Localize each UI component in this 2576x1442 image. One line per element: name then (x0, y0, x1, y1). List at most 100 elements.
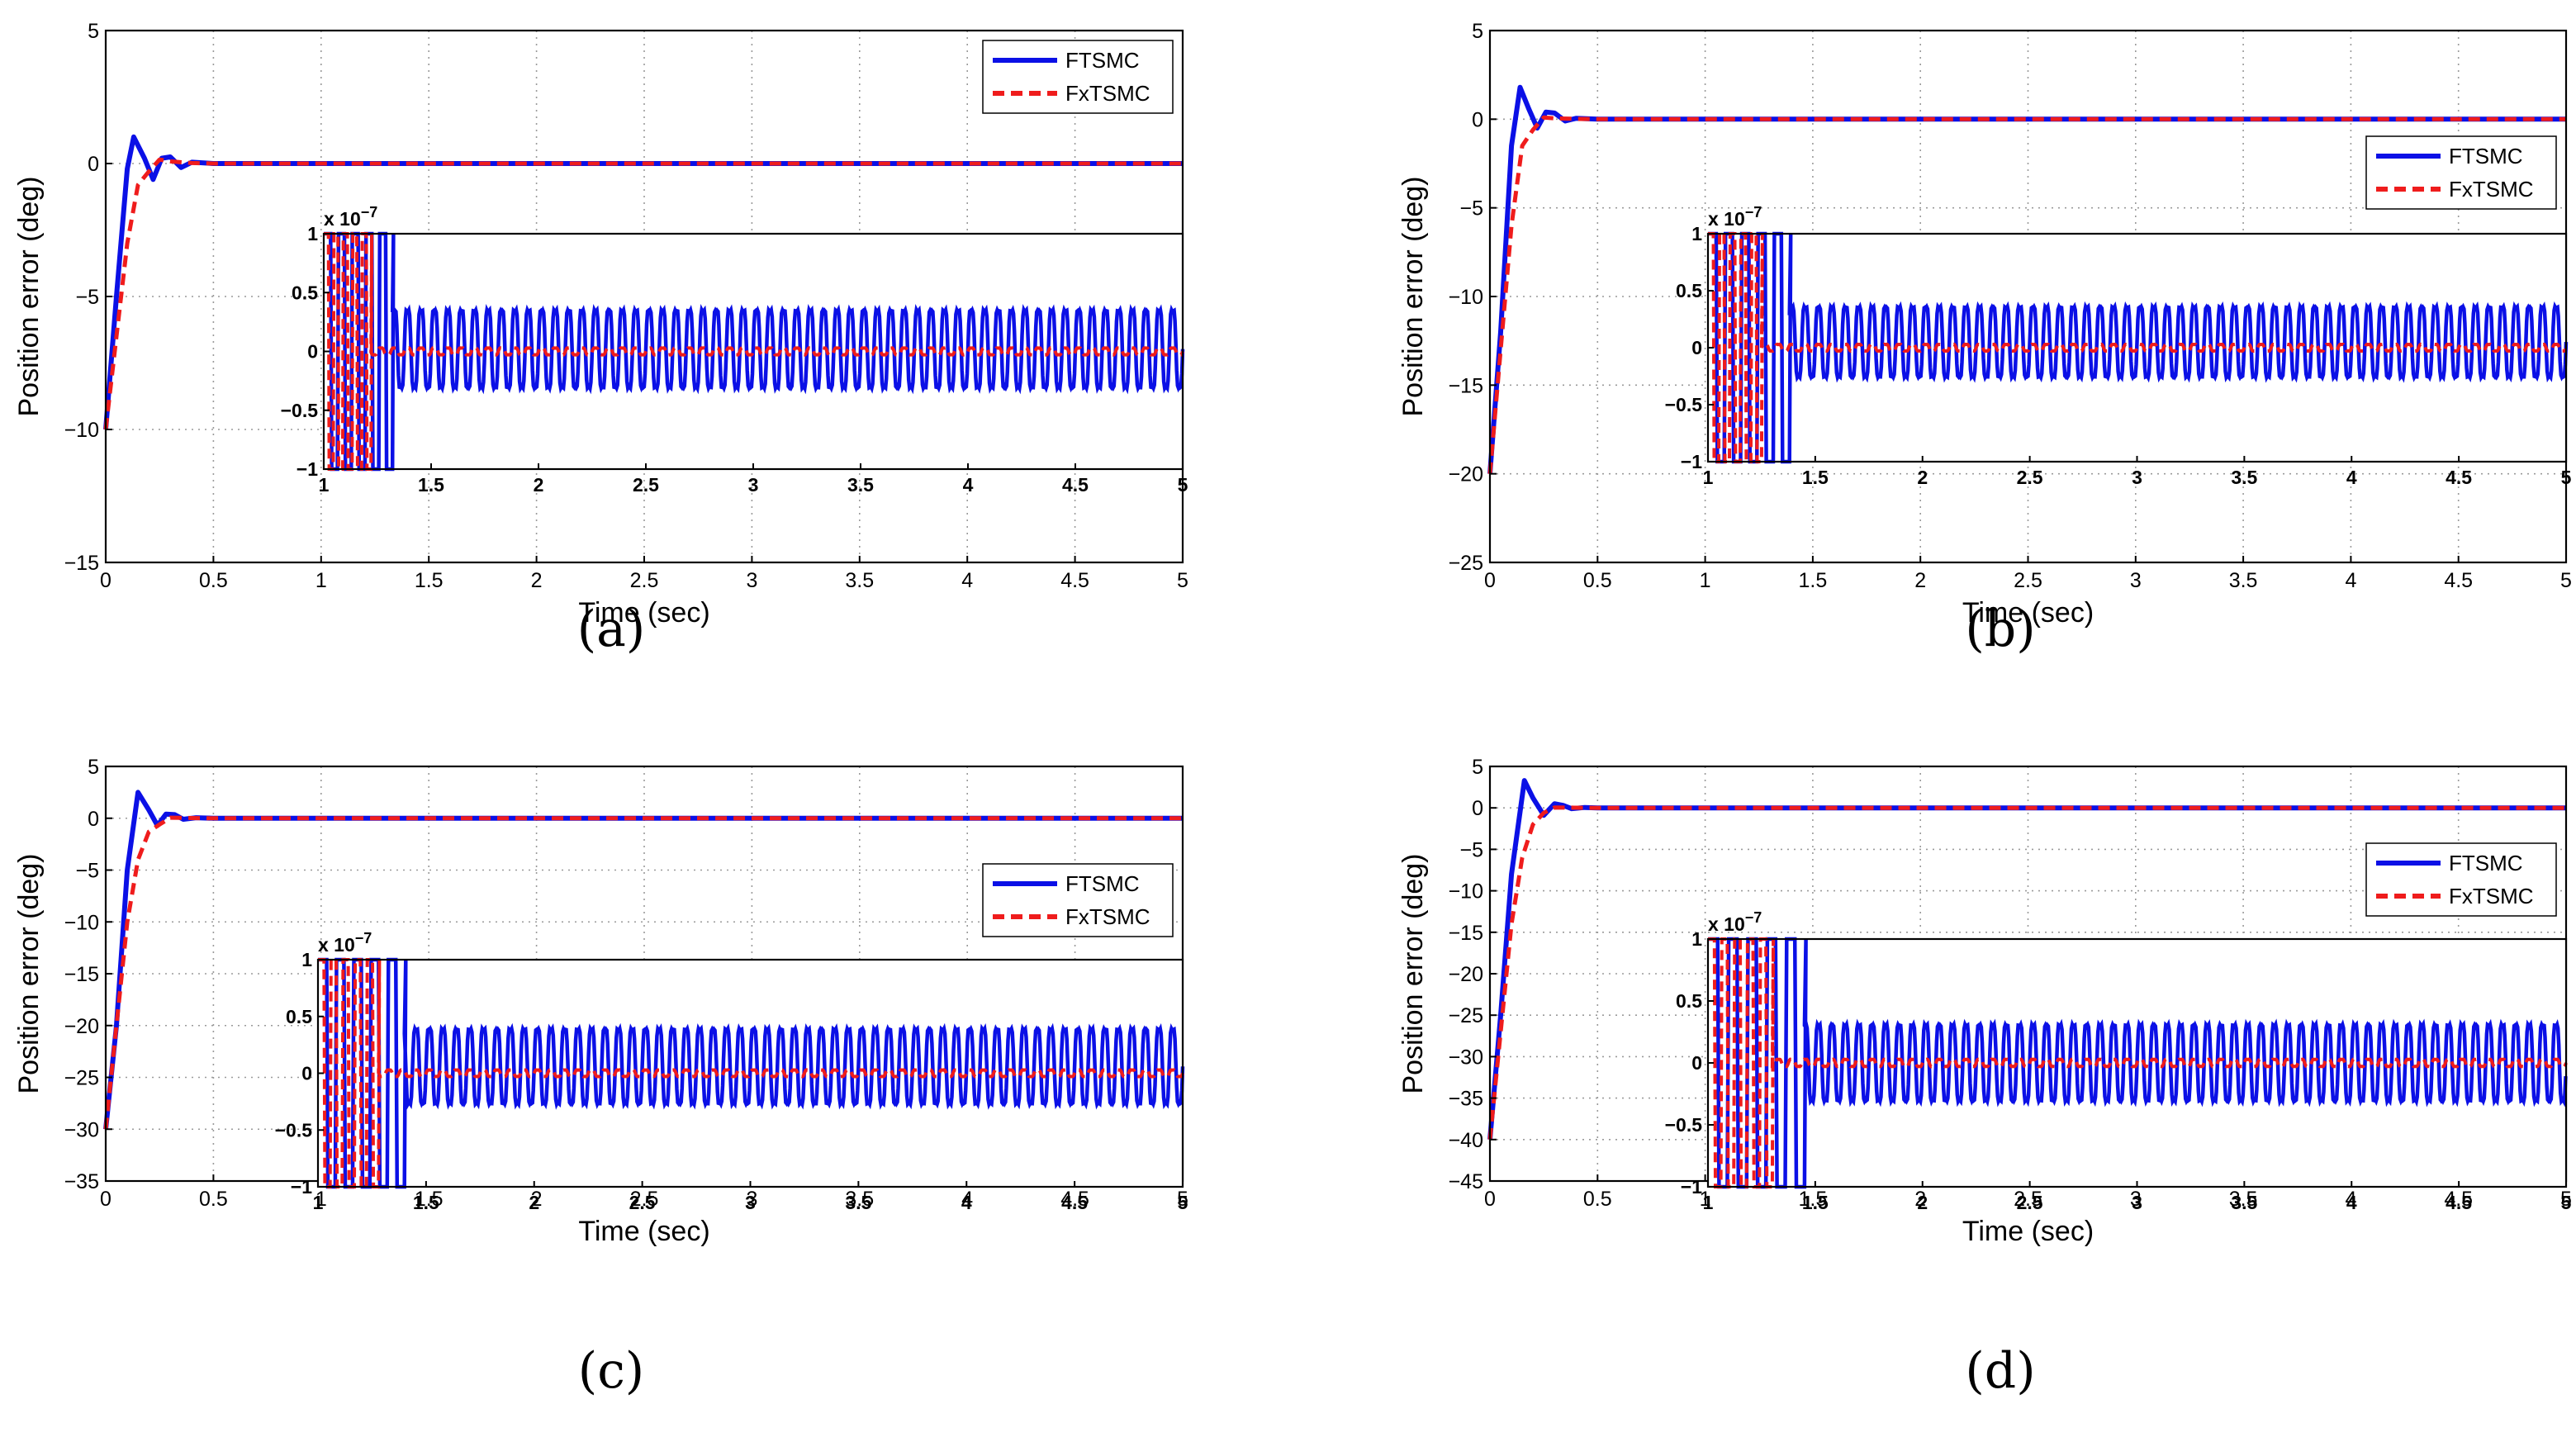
x-tick-label: 3.5 (845, 1188, 874, 1211)
inset-x-tick-label: 1.5 (1802, 1192, 1829, 1213)
y-tick-label: −30 (1449, 1046, 1483, 1069)
y-axis-label: Position error (deg) (13, 853, 45, 1093)
inset-series-fxtsmc (1708, 232, 2568, 463)
inset-x-tick-label: 3.5 (847, 474, 874, 496)
x-tick-label: 2.5 (2014, 569, 2042, 592)
y-tick-label: −35 (64, 1170, 99, 1193)
inset-y-tick-label: −0.5 (1665, 1114, 1703, 1136)
y-tick-label: −45 (1449, 1170, 1483, 1193)
inset-x-tick-label: 4.5 (1062, 474, 1089, 496)
inset-x-tick-label: 2.5 (629, 1192, 656, 1213)
inset-x-tick-label: 4 (2346, 1192, 2357, 1213)
x-tick-label: 0 (100, 569, 111, 592)
x-tick-label: 5 (2560, 1188, 2572, 1211)
x-tick-label: 3.5 (2229, 569, 2258, 592)
inset-y-tick-label: 0 (301, 1063, 312, 1084)
legend-label-fxtsmc: FxTSMC (2449, 884, 2534, 908)
y-tick-label: −20 (1449, 463, 1483, 486)
inset-x-tick-label: 5 (2561, 467, 2572, 488)
x-tick-label: 4 (961, 569, 973, 592)
x-tick-label: 4 (961, 1188, 973, 1211)
inset-x-tick-label: 2 (1917, 467, 1928, 488)
legend-label-ftsmc: FTSMC (1065, 48, 1140, 73)
y-tick-label: −10 (64, 911, 99, 934)
inset-axes: 1 1.5 2 2.5 3 3.5 4 4.5 5 1 0.5 0 −0.5 −1 x 10−7 (1665, 204, 2572, 488)
y-tick-label: −10 (64, 419, 99, 442)
inset-x-tick-label: 3.5 (2231, 1192, 2257, 1213)
x-tick-label: 2 (531, 1188, 543, 1211)
inset-x-tick-label: 3 (2132, 467, 2142, 488)
inset-x-tick-label: 3 (748, 474, 759, 496)
inset-axes: 1 1.5 2 2.5 3 3.5 4 4.5 5 1 0.5 0 −0.5 −1 x 10−7 (1665, 909, 2572, 1213)
inset-exponent-base: x 10 (1708, 208, 1745, 230)
legend-label-fxtsmc: FxTSMC (1065, 904, 1150, 929)
inset-axes: 1 1.5 2 2.5 3 3.5 4 4.5 5 1 0.5 0 −0.5 −1 x 10−7 (275, 930, 1188, 1213)
series-line-ftsmc (1487, 778, 2566, 1141)
y-tick-label: −20 (1449, 963, 1483, 986)
inset-y-tick-label: −1 (297, 458, 318, 480)
inset-y-tick-label: 0 (1691, 1052, 1702, 1074)
inset-exponent-label: x 10−7 (1708, 204, 1762, 230)
y-tick-label: −10 (1449, 880, 1483, 904)
inset-x-tick-label: 2 (529, 1192, 539, 1213)
inset-x-tick-label: 2 (534, 474, 544, 496)
inset-x-tick-label: 1 (1703, 467, 1714, 488)
x-tick-label: 1 (1700, 569, 1711, 592)
y-tick-label: −25 (64, 1067, 99, 1090)
panel-d: 0 0.5 1 1.5 2 2.5 3 3.5 4 4.5 550−5−10−15−20−25−30… (1397, 756, 2572, 1400)
inset-y-tick-label: 1 (301, 949, 312, 970)
inset-y-tick-label: −1 (1681, 451, 1702, 472)
inset-exponent-base: x 10 (1708, 913, 1745, 935)
legend-box (2365, 842, 2557, 917)
x-tick-label: 4 (2345, 1188, 2356, 1211)
x-tick-label: 0.5 (1583, 1188, 1612, 1211)
inset-exponent-power: −7 (361, 204, 378, 221)
legend-box (982, 863, 1174, 937)
inset-x-tick-label: 3.5 (845, 1192, 871, 1213)
x-tick-label: 3.5 (2229, 1188, 2258, 1211)
inset-x-tick-label: 1.5 (418, 474, 444, 496)
y-tick-label: −25 (1449, 552, 1483, 575)
legend-box (2365, 135, 2557, 210)
x-tick-label: 1 (1700, 1188, 1711, 1211)
x-tick-label: 0 (1484, 1188, 1496, 1211)
y-tick-label: 0 (1472, 108, 1483, 131)
inset-y-tick-label: −1 (291, 1176, 312, 1198)
x-tick-label: 4.5 (2444, 569, 2473, 592)
x-axis-label: Time (sec) (1962, 597, 2094, 629)
inset-x-tick-label: 4.5 (2446, 1192, 2472, 1213)
legend-box (982, 40, 1174, 114)
y-tick-label: −5 (1459, 197, 1483, 221)
inset-x-tick-label: 5 (1178, 474, 1188, 496)
x-tick-label: 5 (1177, 569, 1188, 592)
x-tick-label: 1.5 (1799, 1188, 1828, 1211)
x-tick-label: 3 (2130, 1188, 2142, 1211)
legend-label-ftsmc: FTSMC (2449, 851, 2523, 875)
inset-y-tick-label: 0.5 (292, 282, 318, 303)
inset-x-tick-label: 4.5 (1061, 1192, 1088, 1213)
inset-x-tick-label: 5 (2561, 1192, 2572, 1213)
x-tick-label: 4.5 (1060, 1188, 1089, 1211)
y-axis-label: Position error (deg) (13, 176, 45, 416)
y-tick-label: −30 (64, 1118, 99, 1141)
x-tick-label: 2 (1914, 569, 1926, 592)
x-tick-label: 0.5 (1583, 569, 1612, 592)
inset-y-tick-label: 1 (1691, 928, 1702, 950)
x-tick-label: 3 (746, 569, 757, 592)
inset-y-tick-label: 0 (1691, 337, 1702, 358)
inset-y-tick-label: 1 (307, 223, 318, 244)
inset-series-ftsmc (1708, 231, 2569, 464)
y-tick-label: 0 (88, 153, 99, 176)
inset-x-tick-label: 5 (1178, 1192, 1188, 1213)
y-axis-label: Position error (deg) (1397, 176, 1429, 416)
x-tick-label: 0.5 (199, 1188, 228, 1211)
x-tick-label: 1.5 (415, 569, 444, 592)
inset-y-tick-label: −1 (1681, 1176, 1702, 1198)
y-tick-label: −15 (64, 963, 99, 986)
y-tick-label: −5 (75, 860, 99, 883)
inset-x-tick-label: 2.5 (2017, 467, 2043, 488)
y-tick-label: −20 (64, 1015, 99, 1038)
x-tick-label: 3.5 (845, 569, 874, 592)
